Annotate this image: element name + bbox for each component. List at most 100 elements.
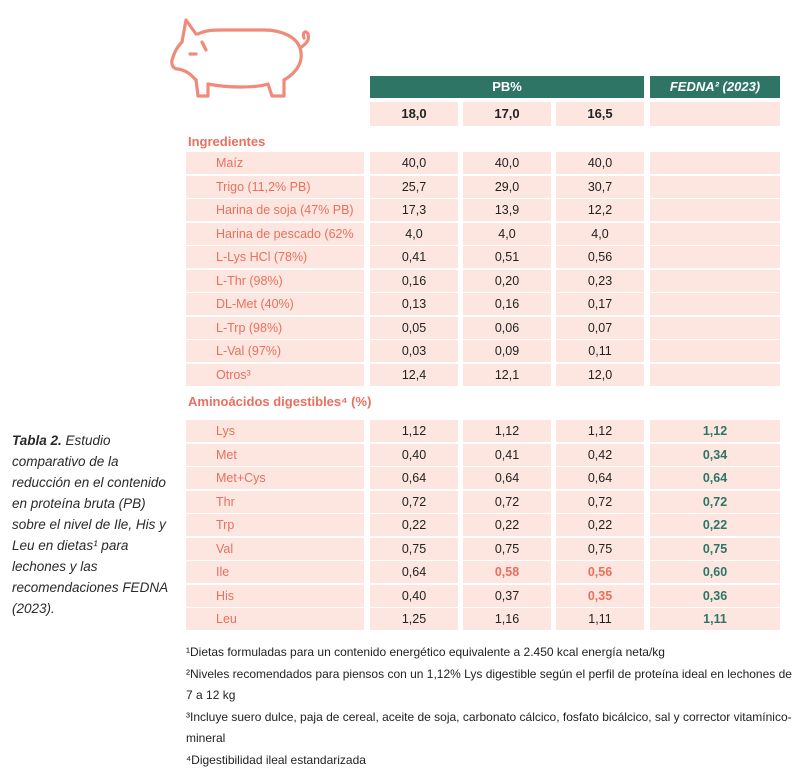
ingredient-value: 4,0 [463,223,551,245]
ingredient-value: 40,0 [463,152,551,174]
ingredient-label: Harina de soja (47% PB) [186,199,364,221]
ingredient-label: Trigo (11,2% PB) [186,176,364,198]
ingredient-value: 13,9 [463,199,551,221]
amino-value: 1,12 [556,420,644,442]
ingredient-value: 12,4 [370,364,458,386]
ingredient-value: 0,51 [463,246,551,268]
ingredient-value: 40,0 [370,152,458,174]
ingredient-fedna [650,152,780,174]
ingredient-label: Maíz [186,152,364,174]
amino-fedna: 0,75 [650,538,780,560]
amino-fedna: 0,22 [650,514,780,536]
ingredient-label: L-Trp (98%) [186,317,364,339]
amino-value: 0,75 [463,538,551,560]
ingredient-value: 12,2 [556,199,644,221]
amino-value: 0,41 [463,444,551,466]
ingredient-fedna [650,223,780,245]
level-fedna-blank [650,102,780,126]
ingredient-value: 0,41 [370,246,458,268]
ingredient-fedna [650,293,780,315]
ingredient-fedna [650,317,780,339]
amino-fedna: 0,36 [650,585,780,607]
ingredient-value: 0,16 [463,293,551,315]
amino-value: 1,12 [370,420,458,442]
ingredient-label: L-Val (97%) [186,340,364,362]
amino-label: Met [186,444,364,466]
ingredient-value: 0,16 [370,270,458,292]
ingredient-label: L-Lys HCl (78%) [186,246,364,268]
ingredient-value: 0,06 [463,317,551,339]
amino-label: Thr [186,491,364,513]
fedna-header: FEDNA² (2023) [650,76,780,98]
amino-value: 0,42 [556,444,644,466]
ingredient-value: 29,0 [463,176,551,198]
ingredient-value: 0,07 [556,317,644,339]
ingredient-value: 12,1 [463,364,551,386]
ingredient-fedna [650,176,780,198]
ingredient-value: 40,0 [556,152,644,174]
amino-value: 1,16 [463,608,551,630]
amino-fedna: 0,60 [650,561,780,583]
ingredient-value: 4,0 [556,223,644,245]
amino-value: 0,22 [370,514,458,536]
footnote-2: ²Niveles recomendados para piensos con u… [186,664,798,707]
ingredient-fedna [650,364,780,386]
footnote-3: ³Incluye suero dulce, paja de cereal, ac… [186,707,798,750]
amino-label: Leu [186,608,364,630]
level-16-5: 16,5 [556,102,644,126]
amino-value: 0,56 [556,561,644,583]
amino-value: 0,64 [463,467,551,489]
ingredient-value: 0,05 [370,317,458,339]
amino-value: 0,22 [556,514,644,536]
ingredient-value: 0,13 [370,293,458,315]
ingredient-label: DL-Met (40%) [186,293,364,315]
footnote-4: ⁴Digestibilidad ileal estandarizada [186,750,798,771]
ingredient-value: 0,09 [463,340,551,362]
amino-value: 0,72 [463,491,551,513]
amino-label: His [186,585,364,607]
ingredient-value: 0,03 [370,340,458,362]
ingredient-label: Otros³ [186,364,364,386]
amino-fedna: 0,72 [650,491,780,513]
amino-fedna: 1,12 [650,420,780,442]
amino-label: Lys [186,420,364,442]
amino-value: 0,40 [370,444,458,466]
amino-value: 0,75 [556,538,644,560]
ingredient-value: 25,7 [370,176,458,198]
amino-value: 0,37 [463,585,551,607]
amino-value: 0,75 [370,538,458,560]
amino-value: 0,64 [370,467,458,489]
amino-value: 1,11 [556,608,644,630]
pig-icon [168,14,324,102]
ingredient-label: L-Thr (98%) [186,270,364,292]
amino-fedna: 0,64 [650,467,780,489]
amino-value: 0,72 [556,491,644,513]
amino-value: 0,64 [556,467,644,489]
ingredient-value: 4,0 [370,223,458,245]
ingredient-fedna [650,270,780,292]
amino-value: 0,58 [463,561,551,583]
amino-label: Met+Cys [186,467,364,489]
level-18: 18,0 [370,102,458,126]
level-17: 17,0 [463,102,551,126]
ingredient-value: 0,23 [556,270,644,292]
amino-value: 0,64 [370,561,458,583]
amino-value: 1,12 [463,420,551,442]
ingredient-fedna [650,199,780,221]
ingredient-value: 0,17 [556,293,644,315]
